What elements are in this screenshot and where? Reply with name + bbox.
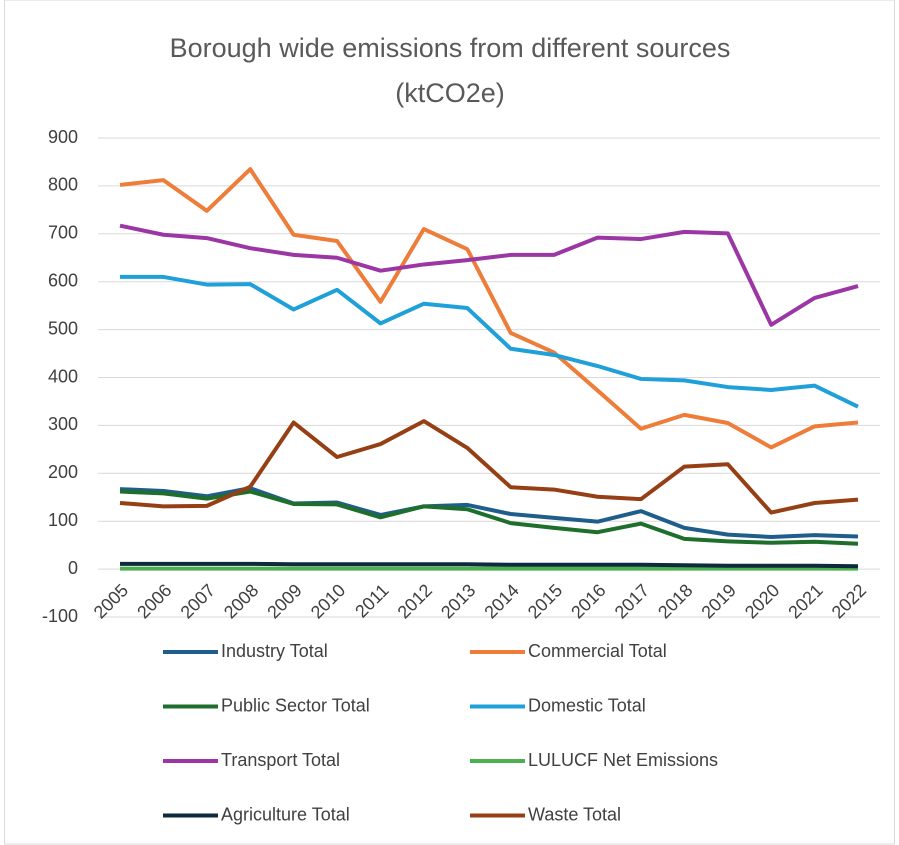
y-tick-label: 300 xyxy=(48,414,78,434)
y-tick-label: -100 xyxy=(42,606,78,626)
chart-title: (ktCO2e) xyxy=(395,78,505,108)
legend-label: Public Sector Total xyxy=(221,695,370,715)
series-line xyxy=(119,419,859,515)
y-tick-label: 100 xyxy=(48,510,78,530)
x-tick-label: 2020 xyxy=(741,580,783,622)
series-line xyxy=(120,561,859,569)
x-tick-label: 2022 xyxy=(828,580,870,622)
legend-label: Industry Total xyxy=(221,641,328,661)
x-tick-label: 2015 xyxy=(524,580,566,622)
y-tick-label: 700 xyxy=(48,223,78,243)
y-tick-label: 400 xyxy=(48,366,78,386)
x-tick-label: 2010 xyxy=(307,580,349,622)
x-tick-label: 2019 xyxy=(697,580,739,622)
chart-title: Borough wide emissions from different so… xyxy=(170,33,731,63)
y-tick-label: 600 xyxy=(48,270,78,290)
legend-label: Domestic Total xyxy=(528,695,646,715)
series-line xyxy=(119,223,859,327)
x-tick-label: 2021 xyxy=(784,580,826,622)
y-tick-label: 500 xyxy=(48,318,78,338)
x-tick-label: 2011 xyxy=(351,580,393,622)
x-tick-label: 2014 xyxy=(480,580,522,622)
x-tick-label: 2016 xyxy=(567,580,609,622)
x-tick-label: 2008 xyxy=(220,580,262,622)
x-tick-label: 2013 xyxy=(437,580,479,622)
x-tick-label: 2018 xyxy=(654,580,696,622)
series-line xyxy=(119,489,859,546)
x-tick-label: 2012 xyxy=(394,580,436,622)
x-tick-label: 2009 xyxy=(263,580,305,622)
series-line xyxy=(119,167,859,450)
y-tick-label: 800 xyxy=(48,175,78,195)
legend-label: LULUCF Net Emissions xyxy=(528,750,718,770)
x-tick-label: 2005 xyxy=(90,580,132,622)
x-tick-label: 2017 xyxy=(611,580,653,622)
series-line xyxy=(120,274,859,409)
legend-label: Commercial Total xyxy=(528,641,667,661)
legend-label: Waste Total xyxy=(528,804,621,824)
y-tick-label: 200 xyxy=(48,462,78,482)
y-tick-label: 900 xyxy=(48,127,78,147)
x-tick-label: 2007 xyxy=(177,580,219,622)
chart-border xyxy=(4,0,895,845)
x-tick-label: 2006 xyxy=(133,580,175,622)
legend-label: Agriculture Total xyxy=(221,804,350,824)
y-tick-label: 0 xyxy=(68,558,78,578)
legend-label: Transport Total xyxy=(221,750,340,770)
